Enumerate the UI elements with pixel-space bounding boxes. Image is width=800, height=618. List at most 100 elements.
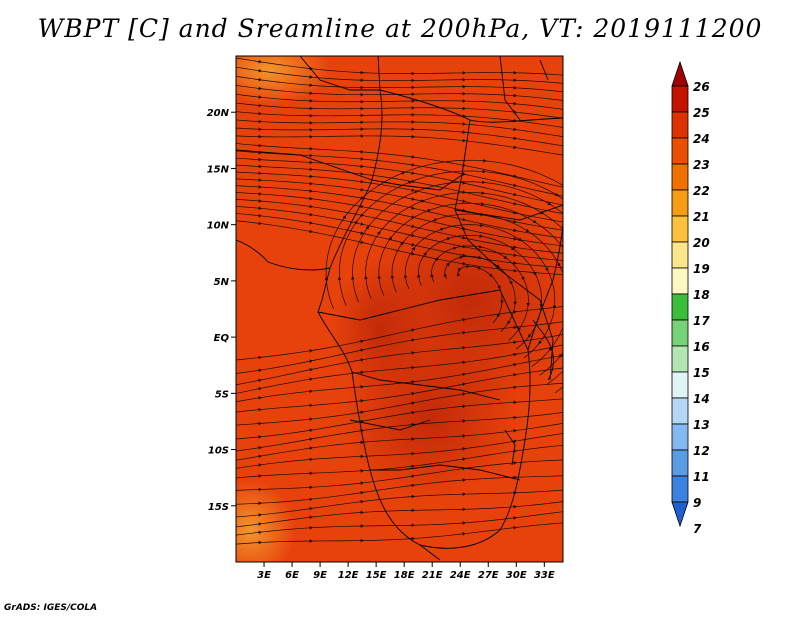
streamline-arrow <box>462 532 467 536</box>
streamline-arrow <box>258 59 263 64</box>
streamline-arrow <box>258 134 263 139</box>
streamline-arrow <box>360 204 365 209</box>
streamline-arrow <box>477 266 482 270</box>
streamline-arrow <box>400 241 404 246</box>
x-tick-label: 33E <box>534 570 555 581</box>
streamline-arrow <box>513 516 518 520</box>
streamline-arrow <box>411 536 416 541</box>
streamline-arrow <box>360 339 365 344</box>
streamline-arrow <box>489 273 493 277</box>
streamline-arrow <box>564 154 567 157</box>
colorbar-label: 19 <box>693 262 710 276</box>
streamline-arrow <box>565 259 568 262</box>
streamline-arrow <box>309 113 314 118</box>
streamline-arrow <box>497 313 501 318</box>
streamline-arrow <box>482 169 487 174</box>
streamline-arrow <box>513 183 518 187</box>
streamline-arrow <box>466 264 470 269</box>
streamline-arrow <box>509 281 513 285</box>
streamline-arrow <box>462 91 467 96</box>
streamline <box>236 489 563 518</box>
streamline-arrow <box>360 150 365 154</box>
streamline-arrow <box>411 401 416 405</box>
colorbar-segment <box>671 475 689 503</box>
colorbar-label: 9 <box>693 496 701 510</box>
streamline-arrow <box>513 301 517 306</box>
streamline-arrow <box>457 268 462 272</box>
streamline <box>325 159 563 310</box>
streamline-arrow <box>411 328 416 332</box>
streamline-arrow <box>500 300 504 304</box>
warm-region-west <box>330 260 430 400</box>
streamline-arrow <box>411 338 416 342</box>
streamline-arrow <box>619 312 622 315</box>
streamline-arrow <box>528 333 532 338</box>
streamline-arrow <box>309 389 314 394</box>
streamline-arrow <box>545 267 549 272</box>
streamline-arrow <box>462 199 467 203</box>
streamline-arrow <box>258 540 263 545</box>
streamline <box>236 57 563 76</box>
y-axis: 20N 15N 10N 5N EQ 5S 10S 15S <box>207 108 236 513</box>
streamline-arrow <box>423 252 427 256</box>
streamline-arrow <box>351 275 355 280</box>
streamline <box>236 367 563 413</box>
streamline <box>236 475 563 505</box>
streamline-arrow <box>365 225 369 230</box>
streamline <box>236 93 563 110</box>
streamline-arrow <box>309 134 314 139</box>
streamline-arrow <box>565 510 568 513</box>
streamline-arrow <box>462 478 467 482</box>
streamline <box>236 501 563 528</box>
streamline-arrow <box>258 199 263 203</box>
colorbar-segment <box>671 267 689 295</box>
streamline-arrow <box>309 526 314 530</box>
streamline-arrow <box>258 164 263 169</box>
x-tick-label: 6E <box>285 570 299 581</box>
chart-title: WBPT [C] and Sreamline at 200hPa, VT: 20… <box>37 14 763 43</box>
streamline-arrow <box>565 382 568 385</box>
streamline-arrow <box>427 209 432 213</box>
streamline-arrow <box>565 252 568 255</box>
colorbar-segment <box>671 345 689 373</box>
streamline-arrow <box>309 167 314 172</box>
streamline-arrow <box>456 272 461 277</box>
streamline-arrow <box>309 153 314 158</box>
streamline-arrow <box>411 106 416 110</box>
streamline-arrow <box>564 117 567 120</box>
streamline-arrow <box>411 206 416 210</box>
streamline-arrow <box>360 348 365 352</box>
streamline-arrow <box>309 515 314 520</box>
streamline-arrow <box>462 138 467 143</box>
streamline-arrow <box>453 246 457 250</box>
streamline-arrow <box>564 204 567 207</box>
streamline-arrow <box>411 127 416 131</box>
streamline-arrow <box>479 223 484 228</box>
streamline-arrow <box>360 385 365 389</box>
streamline-arrow <box>401 171 406 175</box>
streamline-arrow <box>414 190 419 194</box>
x-tick-label: 12E <box>338 570 359 581</box>
streamline <box>236 127 563 147</box>
streamline-arrow <box>411 252 416 256</box>
streamline-arrow <box>564 354 567 357</box>
streamline-arrow <box>462 331 467 335</box>
streamline-arrow <box>360 222 365 226</box>
streamline-arrow <box>309 106 314 111</box>
colorbar-segment <box>671 319 689 347</box>
colorbar-segment <box>671 241 689 269</box>
streamline-arrow <box>580 367 583 370</box>
x-tick-label: 24E <box>450 570 471 581</box>
streamline-arrow <box>513 253 518 257</box>
streamline-arrow <box>360 120 365 125</box>
streamline-arrow <box>360 524 365 528</box>
colorbar-label: 25 <box>693 106 710 120</box>
streamline-arrow <box>462 172 467 176</box>
streamline-arrow <box>462 372 467 377</box>
streamline-arrow <box>462 392 467 396</box>
streamline-arrow <box>309 128 314 132</box>
coastlines-borders <box>236 56 563 561</box>
streamline-arrow <box>411 163 416 167</box>
streamline-arrow <box>440 227 444 232</box>
streamline-arrow <box>513 415 518 420</box>
